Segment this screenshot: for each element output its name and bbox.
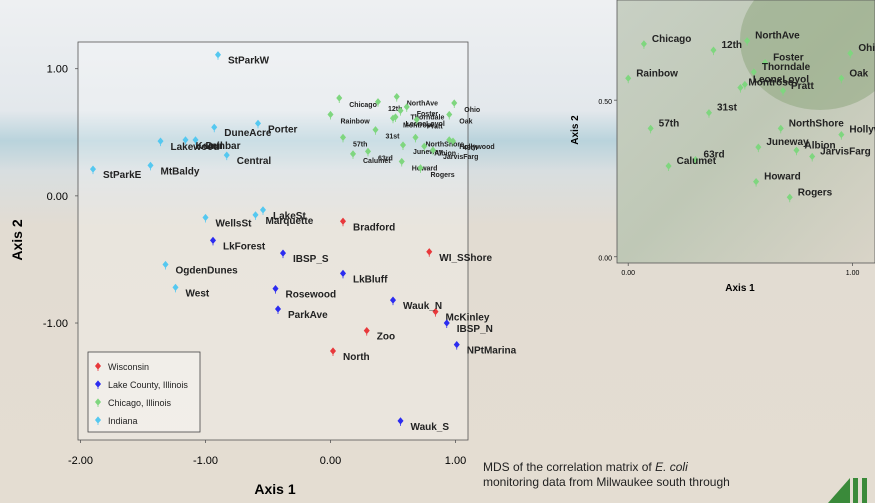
x-tick-label: 1.00 xyxy=(846,270,860,277)
point-label: Chicago xyxy=(652,34,691,45)
y-axis-title: Axis 2 xyxy=(9,219,25,260)
legend-label: Lake County, Illinois xyxy=(108,380,188,390)
y-axis-title: Axis 2 xyxy=(570,115,581,145)
point-label: Ohio xyxy=(464,107,480,114)
point-label: Pratt xyxy=(427,124,444,131)
point-label: Rogers xyxy=(431,172,455,179)
point-label: DuneAcre xyxy=(224,128,272,139)
point-label: NorthAve xyxy=(407,101,438,108)
x-tick-label: 0.00 xyxy=(621,270,635,277)
point-label: Oak xyxy=(459,118,472,125)
point-label: Wauk_S xyxy=(411,422,450,433)
point-label: Wauk_N xyxy=(403,301,442,312)
point-label: NorthShore xyxy=(789,118,844,129)
y-tick-label: 1.00 xyxy=(47,64,68,76)
point-label: North xyxy=(343,352,370,363)
chart: Axis 1 Axis 2 Axis 1 Axis 2 MDS of the c… xyxy=(0,0,875,503)
y-tick-label: 0.00 xyxy=(598,256,612,263)
point-label: 31st xyxy=(386,134,401,141)
y-tick-label: 0.50 xyxy=(598,99,612,106)
legend-label: Indiana xyxy=(108,416,138,426)
point-label: Hollywood xyxy=(849,125,875,136)
caption: MDS of the correlation matrix of E. coli xyxy=(483,460,688,474)
caption: monitoring data from Milwaukee south thr… xyxy=(483,475,730,489)
point-label: Pratt xyxy=(791,81,814,92)
point-label: 57th xyxy=(659,118,680,129)
caption-italic: E. coli xyxy=(655,460,688,474)
x-tick-label: -1.00 xyxy=(193,455,218,467)
point-label: Chicago xyxy=(349,102,377,109)
y-tick-label: 0.00 xyxy=(47,191,68,203)
x-tick-label: 1.00 xyxy=(445,455,466,467)
point-label: StParkE xyxy=(103,170,142,181)
point-label: OgdenDunes xyxy=(176,266,239,277)
point-label: Central xyxy=(237,156,272,167)
point-label: LkForest xyxy=(223,241,266,252)
point-label: Rainbow xyxy=(341,118,371,125)
point-label: StParkW xyxy=(228,56,270,67)
point-label: Calumet xyxy=(677,156,717,167)
point-label: NorthAve xyxy=(755,31,800,42)
point-label: Rogers xyxy=(798,187,833,198)
point-label: Oak xyxy=(849,68,868,79)
point-label: Juneway xyxy=(766,137,809,148)
point-label: LkBluff xyxy=(353,274,388,285)
point-label: Thorndale xyxy=(762,62,811,73)
point-label: 49th xyxy=(463,145,477,152)
point-label: Rosewood xyxy=(286,290,337,301)
x-axis-title: Axis 1 xyxy=(254,481,295,497)
point-label: Rainbow xyxy=(636,68,678,79)
point-label: Montrose xyxy=(748,78,793,89)
x-axis-title: Axis 1 xyxy=(725,283,755,294)
page: Axis 1 Axis 2 Axis 1 Axis 2 MDS of the c… xyxy=(0,0,875,503)
point-label: WellsSt xyxy=(216,218,253,229)
point-label: Dunbar xyxy=(206,141,241,152)
point-label: IBSP_S xyxy=(293,254,329,265)
x-tick-label: 0.00 xyxy=(320,455,341,467)
x-tick-label: -2.00 xyxy=(68,455,93,467)
legend-label: Chicago, Illinois xyxy=(108,398,172,408)
point-label: Porter xyxy=(268,124,298,135)
caption-text: MDS of the correlation matrix of xyxy=(483,460,655,474)
legend-label: Wisconsin xyxy=(108,362,149,372)
point-label: JarvisFarg xyxy=(820,147,871,158)
point-label: McKinley xyxy=(446,313,490,324)
point-label: Howard xyxy=(764,172,801,183)
point-label: ParkAve xyxy=(288,310,328,321)
point-label: NPtMarina xyxy=(467,346,517,357)
point-label: West xyxy=(186,288,210,299)
point-label: Zoo xyxy=(377,332,395,343)
y-tick-label: -1.00 xyxy=(43,318,68,330)
point-label: MtBaldy xyxy=(161,166,200,177)
point-label: Marquette xyxy=(266,216,314,227)
point-label: IBSP_N xyxy=(457,324,493,335)
point-label: Calumet xyxy=(363,158,391,165)
point-label: Ohio xyxy=(858,43,875,54)
point-label: JarvisFarg xyxy=(443,154,478,161)
point-label: 31st xyxy=(717,103,738,114)
point-label: WI_SShore xyxy=(439,253,492,264)
point-label: Bradford xyxy=(353,222,395,233)
point-label: 57th xyxy=(353,141,367,148)
point-label: 12th xyxy=(721,40,742,51)
